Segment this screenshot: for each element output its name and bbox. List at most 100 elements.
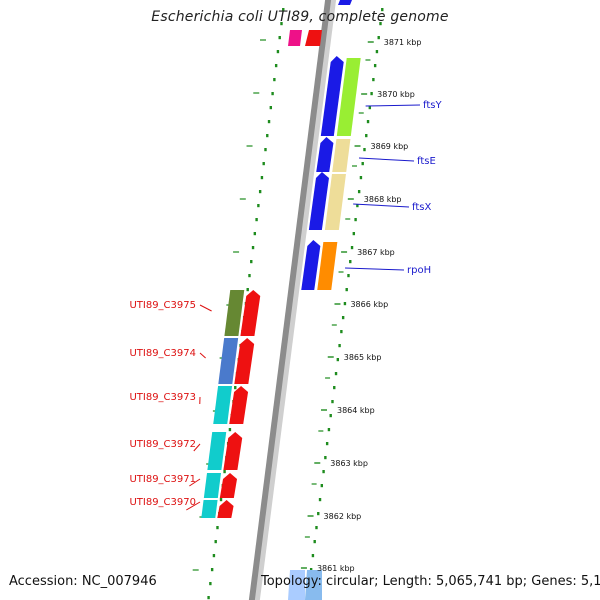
- left-dotted-track: [207, 596, 210, 600]
- right-dotted-track: [352, 232, 356, 236]
- right-dotted-track: [313, 540, 316, 544]
- right-dotted-track: [365, 134, 368, 138]
- left-dotted-track: [280, 22, 283, 26]
- backbone-line: [248, 0, 332, 600]
- left-dotted-track: [248, 274, 251, 278]
- gene-label-ftsE: ftsE: [417, 156, 436, 167]
- gene-fragment: [288, 570, 305, 600]
- right-dotted-track: [345, 288, 348, 292]
- right-dotted-track: [341, 316, 345, 320]
- left-dotted-track: [216, 526, 219, 530]
- right-dotted-track: [324, 456, 327, 460]
- gene-cog-UTI89_C3971: [203, 473, 222, 498]
- right-dotted-track: [368, 106, 372, 110]
- left-dotted-track: [212, 554, 216, 558]
- right-dotted-track: [320, 484, 324, 488]
- label-leader: [199, 304, 212, 312]
- left-dotted-track: [276, 50, 280, 54]
- left-dotted-track: [258, 190, 262, 194]
- gene-cog-UTI89_C3970: [201, 500, 218, 518]
- tick-label: 3870 kbp: [377, 90, 415, 99]
- left-dotted-track: [228, 428, 232, 432]
- label-leader: [345, 267, 405, 271]
- gene-arrow-UTI89_C3970: [217, 500, 234, 518]
- gene-label-rpoH: rpoH: [407, 265, 431, 276]
- right-dotted-track: [357, 190, 361, 194]
- right-dotted-track: [311, 554, 315, 558]
- gene-cog-ftsY: [336, 58, 361, 136]
- gene-fragment: [305, 570, 322, 600]
- right-dotted-track: [322, 470, 325, 474]
- left-dotted-track: [251, 246, 255, 250]
- tick-label: 3865 kbp: [344, 353, 382, 362]
- left-dotted-track: [234, 386, 237, 390]
- tick-label: 3863 kbp: [330, 459, 368, 468]
- label-leader: [358, 157, 415, 162]
- gene-arrow-ftsX: [308, 172, 329, 230]
- right-dotted-track: [336, 358, 340, 362]
- right-dotted-track: [379, 22, 382, 26]
- gene-fragment: [305, 30, 322, 46]
- right-dotted-track: [350, 246, 354, 250]
- left-dotted-track: [223, 470, 226, 474]
- right-dotted-track: [331, 400, 334, 404]
- gene-arrow-UTI89_C3971: [219, 473, 238, 498]
- left-dotted-track: [214, 540, 217, 544]
- map-title: Escherichia coli UTI89, complete genome: [151, 9, 449, 25]
- gene-fragment: [338, 0, 352, 5]
- right-dotted-track: [373, 64, 377, 68]
- gene-arrow-ftsE: [316, 137, 334, 172]
- label-leader: [189, 478, 201, 487]
- left-dotted-track: [262, 162, 265, 166]
- right-dotted-track: [370, 92, 373, 96]
- right-dotted-track: [356, 204, 359, 208]
- left-dotted-track: [219, 498, 223, 502]
- gene-cog-ftsX: [324, 174, 346, 230]
- gene-label-UTI89_C3971: UTI89_C3971: [129, 474, 196, 485]
- gene-arrow-UTI89_C3973: [229, 386, 249, 424]
- right-dotted-track: [381, 8, 384, 12]
- right-dotted-track: [347, 274, 350, 278]
- gene-arrow-rpoH: [301, 240, 321, 290]
- label-leader: [365, 104, 421, 107]
- gene-cog-UTI89_C3975: [224, 290, 245, 336]
- left-dotted-track: [282, 8, 285, 12]
- backbone-shadow: [253, 0, 337, 600]
- tick-label: 3869 kbp: [371, 142, 409, 151]
- left-dotted-track: [269, 106, 273, 110]
- accession-text: Accession: NC_007946: [9, 574, 157, 589]
- right-dotted-track: [333, 386, 336, 390]
- left-dotted-track: [255, 218, 258, 222]
- right-dotted-track: [327, 428, 331, 432]
- right-dotted-track: [309, 568, 313, 572]
- right-dotted-track: [325, 442, 329, 446]
- label-leader: [199, 352, 206, 359]
- gene-arrow-UTI89_C3972: [223, 432, 243, 470]
- tick-label: 3862 kbp: [324, 512, 362, 521]
- left-dotted-track: [267, 120, 271, 124]
- right-dotted-track: [318, 498, 322, 502]
- tick-label: 3868 kbp: [364, 195, 402, 204]
- right-dotted-track: [334, 372, 338, 376]
- gene-arrow-UTI89_C3975: [240, 290, 261, 336]
- right-dotted-track: [338, 344, 341, 348]
- gene-arrow-UTI89_C3974: [234, 338, 255, 384]
- gene-label-UTI89_C3975: UTI89_C3975: [129, 300, 196, 311]
- gene-label-UTI89_C3973: UTI89_C3973: [129, 392, 196, 403]
- right-dotted-track: [317, 512, 320, 516]
- left-dotted-track: [257, 204, 260, 208]
- gene-cog-UTI89_C3972: [207, 432, 227, 470]
- right-dotted-track: [359, 176, 363, 180]
- left-dotted-track: [271, 92, 274, 96]
- right-dotted-track: [372, 78, 375, 82]
- gene-label-ftsX: ftsX: [412, 202, 431, 213]
- right-dotted-track: [375, 50, 379, 54]
- right-dotted-track: [363, 148, 366, 152]
- tick-label: 3867 kbp: [357, 248, 395, 257]
- left-dotted-track: [260, 176, 264, 180]
- right-dotted-track: [377, 36, 380, 40]
- gene-label-UTI89_C3974: UTI89_C3974: [129, 348, 196, 359]
- label-leader: [193, 443, 201, 452]
- gene-label-ftsY: ftsY: [423, 100, 442, 111]
- left-dotted-track: [264, 148, 267, 152]
